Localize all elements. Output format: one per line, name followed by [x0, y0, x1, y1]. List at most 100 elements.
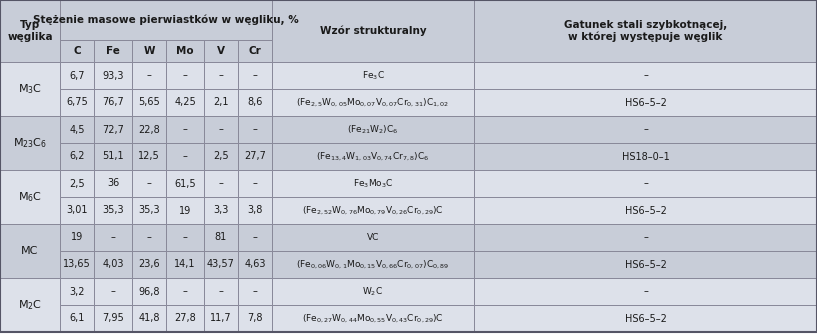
Text: 22,8: 22,8: [138, 125, 160, 135]
Bar: [474, 143, 817, 170]
Text: (Fe$_{21}$W$_2$)C$_6$: (Fe$_{21}$W$_2$)C$_6$: [347, 123, 399, 136]
Bar: [132, 278, 166, 305]
Bar: [60, 0, 272, 40]
Bar: [60, 278, 94, 305]
Text: 3,8: 3,8: [248, 205, 263, 215]
Bar: [60, 170, 94, 197]
Bar: [60, 305, 94, 332]
Bar: [238, 143, 272, 170]
Bar: [166, 197, 204, 224]
Bar: [474, 305, 817, 332]
Bar: [272, 89, 474, 116]
Bar: [132, 89, 166, 116]
Text: Gatunek stali szybkotnącej,
w której występuje węglik: Gatunek stali szybkotnącej, w której wys…: [564, 20, 727, 42]
Bar: [166, 116, 204, 143]
Bar: [474, 89, 817, 116]
Bar: [272, 62, 474, 89]
Text: M$_{23}$C$_6$: M$_{23}$C$_6$: [13, 136, 47, 150]
Text: –: –: [146, 70, 151, 80]
Text: 35,3: 35,3: [138, 205, 160, 215]
Text: 43,57: 43,57: [207, 260, 235, 270]
Bar: [272, 0, 474, 62]
Text: 4,5: 4,5: [69, 125, 85, 135]
Text: –: –: [182, 232, 187, 242]
Text: 35,3: 35,3: [102, 205, 124, 215]
Bar: [474, 278, 817, 305]
Text: 6,1: 6,1: [69, 314, 85, 324]
Text: Mo: Mo: [176, 46, 194, 56]
Bar: [94, 197, 132, 224]
Text: –: –: [252, 178, 257, 188]
Bar: [474, 251, 817, 278]
Text: 3,2: 3,2: [69, 287, 85, 297]
Text: –: –: [219, 125, 223, 135]
Text: –: –: [146, 232, 151, 242]
Bar: [60, 62, 94, 89]
Text: 5,65: 5,65: [138, 98, 160, 108]
Bar: [132, 224, 166, 251]
Text: –: –: [219, 287, 223, 297]
Text: 93,3: 93,3: [102, 70, 123, 80]
Text: 19: 19: [71, 232, 83, 242]
Text: 6,75: 6,75: [66, 98, 88, 108]
Bar: [94, 170, 132, 197]
Bar: [272, 224, 474, 251]
Text: –: –: [110, 287, 115, 297]
Text: –: –: [182, 125, 187, 135]
Bar: [204, 251, 238, 278]
Bar: [272, 116, 474, 143]
Bar: [166, 89, 204, 116]
Text: –: –: [182, 287, 187, 297]
Bar: [238, 251, 272, 278]
Bar: [60, 197, 94, 224]
Bar: [238, 278, 272, 305]
Bar: [238, 305, 272, 332]
Text: –: –: [110, 232, 115, 242]
Text: V: V: [217, 46, 225, 56]
Bar: [132, 170, 166, 197]
Text: HS6–5–2: HS6–5–2: [624, 98, 667, 108]
Bar: [474, 224, 817, 251]
Bar: [238, 62, 272, 89]
Bar: [204, 197, 238, 224]
Text: Fe: Fe: [106, 46, 120, 56]
Text: 4,63: 4,63: [244, 260, 266, 270]
Bar: [238, 170, 272, 197]
Bar: [204, 116, 238, 143]
Bar: [474, 116, 817, 143]
Text: 13,65: 13,65: [63, 260, 91, 270]
Bar: [204, 278, 238, 305]
Bar: [166, 40, 204, 62]
Text: 72,7: 72,7: [102, 125, 124, 135]
Text: 2,1: 2,1: [213, 98, 229, 108]
Bar: [204, 62, 238, 89]
Text: C: C: [74, 46, 81, 56]
Text: 2,5: 2,5: [69, 178, 85, 188]
Text: –: –: [219, 178, 223, 188]
Text: –: –: [219, 70, 223, 80]
Bar: [132, 143, 166, 170]
Bar: [272, 305, 474, 332]
Text: Fe$_3$Mo$_3$C: Fe$_3$Mo$_3$C: [353, 177, 393, 190]
Bar: [272, 278, 474, 305]
Text: 6,7: 6,7: [69, 70, 85, 80]
Text: 27,8: 27,8: [174, 314, 196, 324]
Text: HS6–5–2: HS6–5–2: [624, 314, 667, 324]
Text: 61,5: 61,5: [174, 178, 196, 188]
Bar: [474, 170, 817, 197]
Bar: [238, 40, 272, 62]
Text: –: –: [182, 152, 187, 162]
Bar: [94, 251, 132, 278]
Bar: [166, 278, 204, 305]
Bar: [166, 170, 204, 197]
Bar: [60, 251, 94, 278]
Bar: [132, 40, 166, 62]
Text: 4,25: 4,25: [174, 98, 196, 108]
Bar: [166, 251, 204, 278]
Bar: [0, 116, 60, 170]
Text: –: –: [643, 70, 648, 80]
Bar: [94, 278, 132, 305]
Bar: [204, 40, 238, 62]
Text: Cr: Cr: [248, 46, 261, 56]
Text: –: –: [643, 287, 648, 297]
